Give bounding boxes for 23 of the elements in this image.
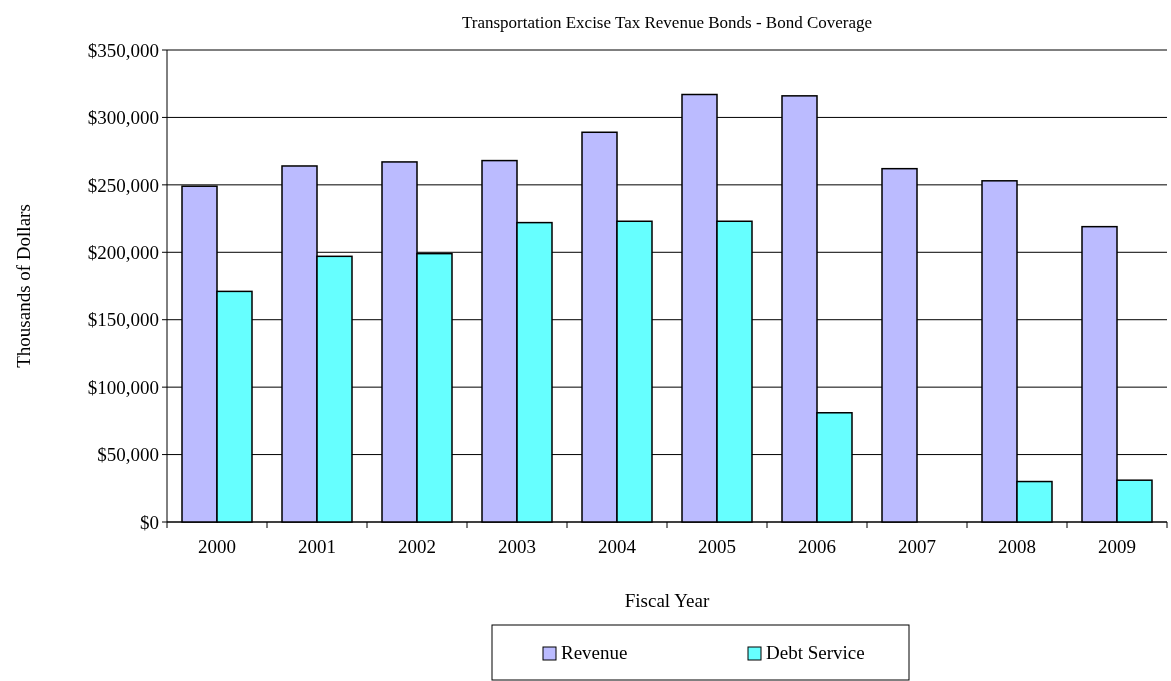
y-tick-label: $100,000	[87, 376, 159, 398]
legend-label: Debt Service	[766, 642, 865, 663]
x-tick-label: 2007	[898, 536, 936, 557]
x-tick-label: 2004	[598, 536, 637, 557]
x-tick-label: 2003	[498, 536, 536, 557]
x-tick-label: 2008	[998, 536, 1036, 557]
y-axis-title: Thousands of Dollars	[13, 204, 34, 368]
y-tick-label: $300,000	[87, 107, 159, 129]
y-tick-label: $350,000	[87, 39, 159, 61]
y-tick-label: $50,000	[97, 444, 159, 466]
x-tick-label: 2002	[398, 536, 436, 557]
chart-title: Transportation Excise Tax Revenue Bonds - Bond Coverage	[461, 13, 873, 32]
x-axis-title: Fiscal Year	[624, 590, 710, 611]
x-tick-label: 2001	[298, 536, 336, 557]
legend-label: Revenue	[561, 642, 628, 663]
y-tick-label: $200,000	[87, 241, 159, 263]
y-tick-label: $150,000	[87, 309, 159, 331]
x-tick-label: 2009	[1098, 536, 1136, 557]
x-tick-label: 2006	[798, 536, 836, 557]
x-tick-label: 2000	[198, 536, 236, 557]
y-tick-label: $0	[140, 511, 159, 533]
y-tick-label: $250,000	[87, 174, 159, 196]
x-tick-label: 2005	[698, 536, 736, 557]
